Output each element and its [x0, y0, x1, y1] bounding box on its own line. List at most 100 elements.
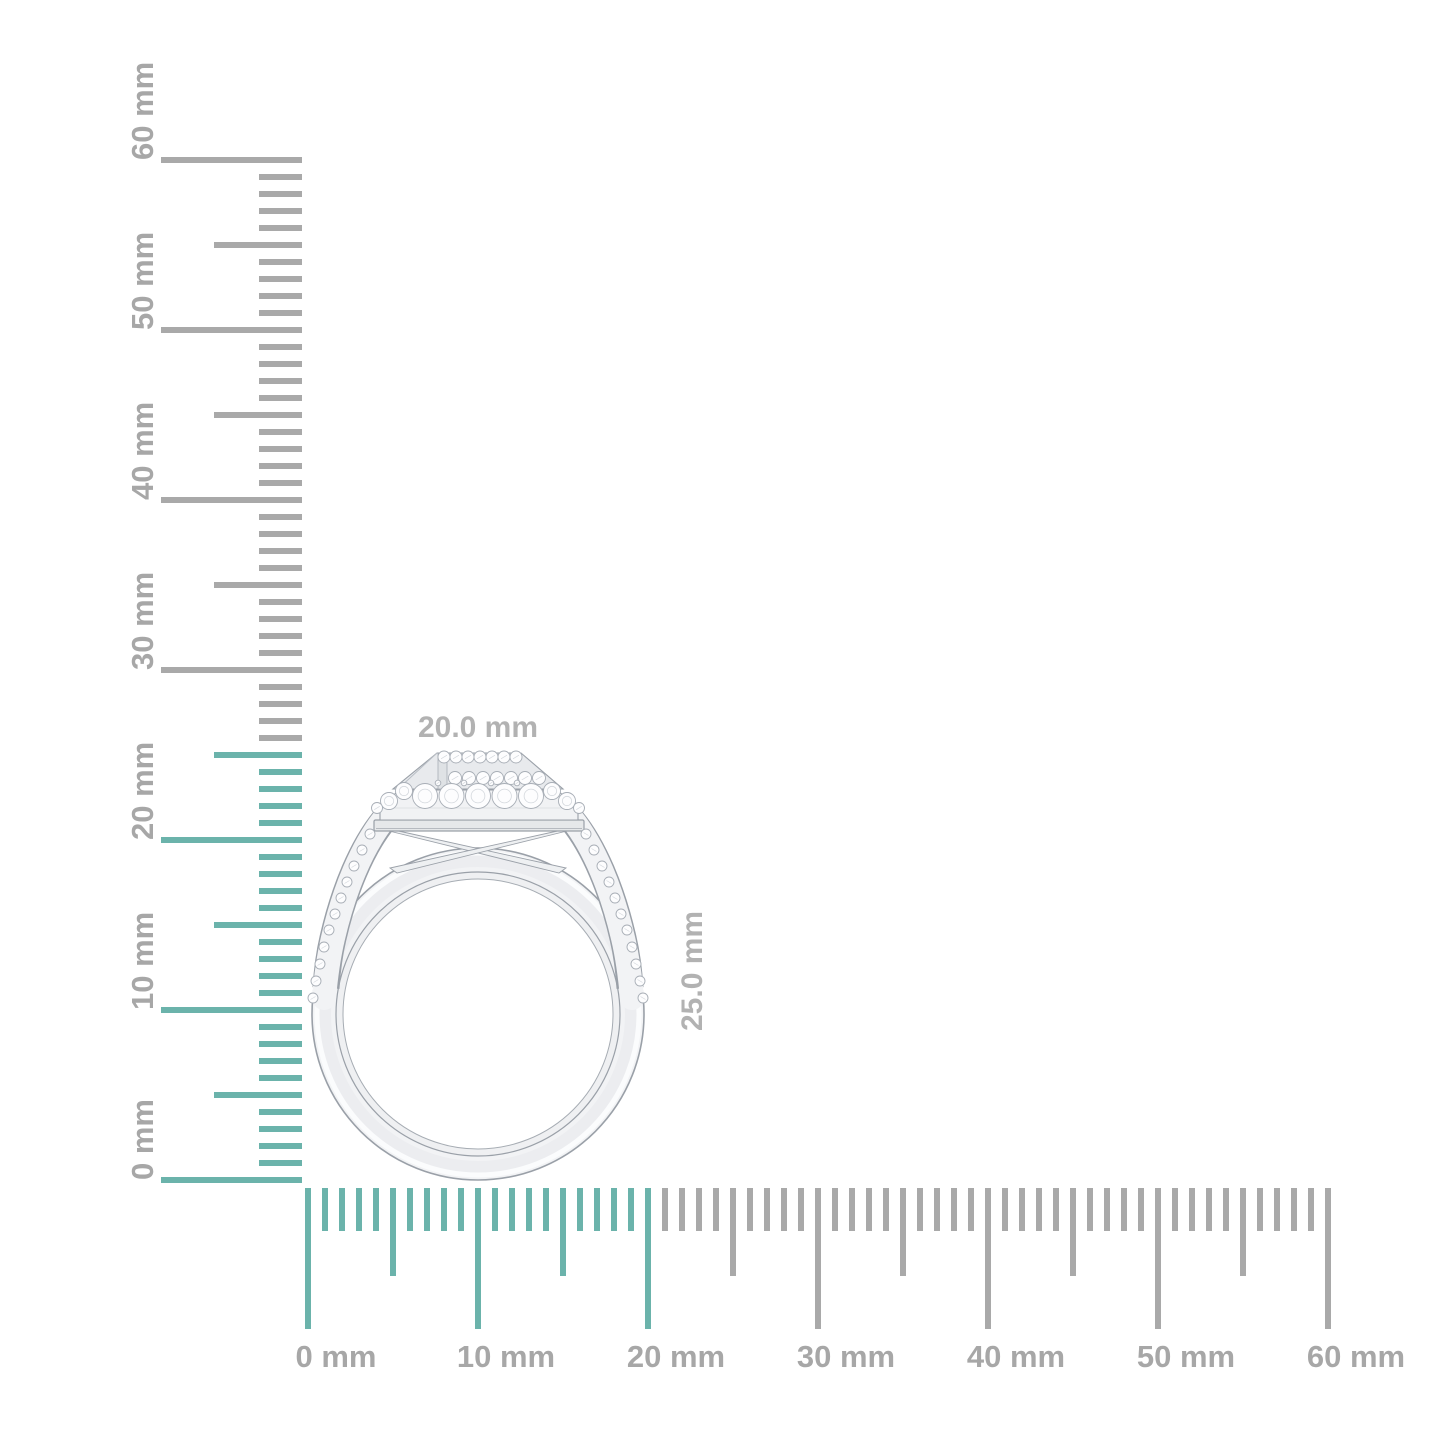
ruler-tick — [214, 752, 302, 758]
diamond-facet — [338, 896, 344, 900]
ruler-tick — [259, 718, 302, 724]
ruler-label: 20 mm — [125, 741, 160, 840]
ruler-tick — [968, 1188, 974, 1231]
ruler-tick — [662, 1188, 668, 1231]
ruler-tick — [259, 565, 302, 571]
ruler-tick — [259, 956, 302, 962]
ruler-tick — [259, 174, 302, 180]
diamond-facet — [398, 785, 410, 797]
ruler-tick — [259, 990, 302, 996]
diamond-facet — [500, 754, 508, 760]
diamond-facet — [359, 848, 365, 852]
ruler-tick — [322, 1188, 328, 1231]
ruler-tick — [492, 1188, 498, 1231]
ruler-tick — [1223, 1188, 1229, 1231]
ruler-tick — [214, 922, 302, 928]
ruler-tick — [259, 684, 302, 690]
diamond-stone — [543, 782, 561, 800]
ruler-tick — [259, 344, 302, 350]
ruler-tick — [259, 854, 302, 860]
ruler-tick — [713, 1188, 719, 1231]
ruler-tick — [259, 650, 302, 656]
diamond-facet — [507, 775, 515, 781]
diamond-facet — [493, 775, 501, 781]
diamond-facet — [321, 945, 327, 949]
ruler-tick — [259, 310, 302, 316]
diamond-facet — [417, 788, 433, 804]
ruler-tick — [543, 1188, 549, 1231]
ruler-tick — [424, 1188, 430, 1231]
diamond-facet — [640, 996, 646, 1000]
ruler-tick — [259, 531, 302, 537]
ruler-tick — [259, 208, 302, 214]
ruler-tick — [259, 1041, 302, 1047]
ruler-tick — [161, 837, 302, 843]
diamond-stone — [558, 792, 576, 810]
diamond-facet — [470, 788, 486, 804]
ruler-tick — [1002, 1188, 1008, 1231]
ruler-label: 0 mm — [295, 1339, 377, 1374]
ruler-tick — [696, 1188, 702, 1231]
ruler-tick — [1036, 1188, 1042, 1231]
diamond-facet — [451, 775, 459, 781]
diamond-facet — [436, 781, 440, 785]
ruler-tick — [259, 905, 302, 911]
ruler-tick — [259, 786, 302, 792]
ruler-tick — [832, 1188, 838, 1231]
ruler-tick — [679, 1188, 685, 1231]
ruler-tick — [1206, 1188, 1212, 1231]
diamond-facet — [606, 880, 612, 884]
ruler-tick — [900, 1188, 906, 1276]
ruler-tick — [259, 1109, 302, 1115]
ruler-tick — [259, 225, 302, 231]
diamond-facet — [479, 775, 487, 781]
diamond-facet — [476, 754, 484, 760]
ruler-tick — [259, 378, 302, 384]
ruler-tick — [161, 1007, 302, 1013]
ruler-tick — [407, 1188, 413, 1231]
diamond-facet — [561, 795, 573, 807]
ruler-tick — [259, 1024, 302, 1030]
diamond-facet — [367, 832, 373, 836]
ruler-tick — [1189, 1188, 1195, 1231]
ruler-tick — [1121, 1188, 1127, 1231]
diamond-facet — [576, 806, 582, 810]
ruler-tick — [259, 1126, 302, 1132]
ruler-tick — [259, 1160, 302, 1166]
shank-diamonds-left — [307, 828, 376, 1004]
ruler-tick — [259, 429, 302, 435]
diamond-facet — [317, 962, 323, 966]
ruler-tick — [339, 1188, 345, 1231]
ruler-tick — [259, 1075, 302, 1081]
ruler-tick — [214, 242, 302, 248]
ruler-label: 30 mm — [125, 571, 160, 670]
ruler-tick — [259, 735, 302, 741]
diamond-stone — [412, 783, 438, 809]
diamond-facet — [374, 806, 380, 810]
shank-arm-left — [312, 807, 396, 1010]
ruler-tick — [259, 446, 302, 452]
diamond-stones — [371, 750, 585, 814]
ruler-tick — [458, 1188, 464, 1231]
diamond-facet — [464, 754, 472, 760]
diamond-facet — [612, 896, 618, 900]
ruler-tick — [645, 1188, 651, 1329]
diamond-facet — [583, 832, 589, 836]
ruler-tick — [815, 1188, 821, 1329]
ruler-tick — [1172, 1188, 1178, 1231]
ruler-tick — [259, 871, 302, 877]
ruler-tick — [161, 327, 302, 333]
ruler-tick — [259, 463, 302, 469]
ruler-tick — [1019, 1188, 1025, 1231]
ruler-tick — [259, 276, 302, 282]
ruler-label: 60 mm — [125, 61, 160, 160]
diamond-stone — [491, 783, 518, 809]
diamond-facet — [344, 880, 350, 884]
diamond-facet — [523, 788, 539, 804]
diamond-facet — [462, 781, 466, 785]
ruler-tick — [259, 973, 302, 979]
ruler-label: 20 mm — [626, 1339, 726, 1374]
ruler-label: 0 mm — [125, 1099, 160, 1180]
ruler-tick — [611, 1188, 617, 1231]
